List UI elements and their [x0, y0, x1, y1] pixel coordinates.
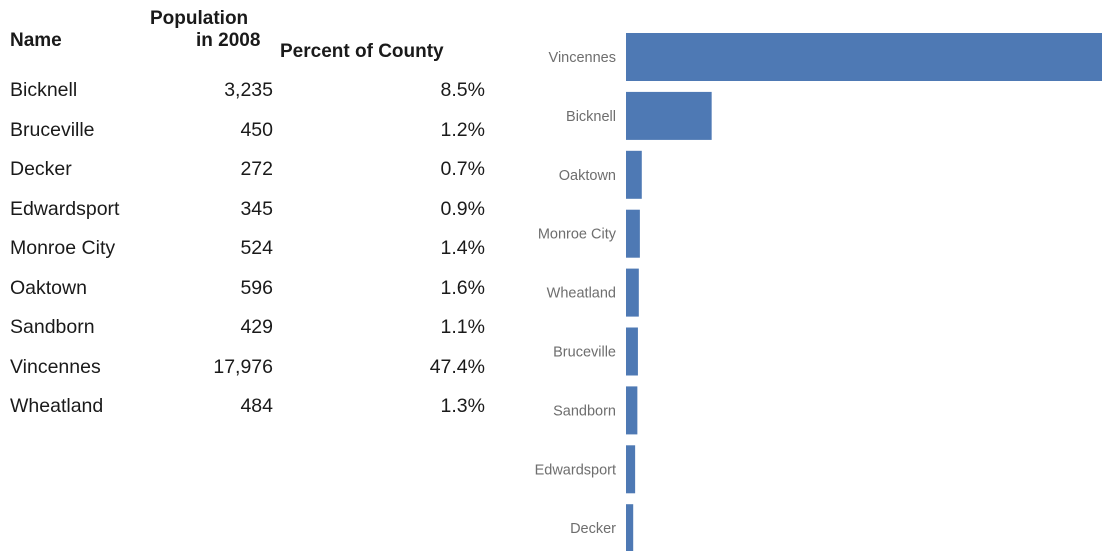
header-population: Population in 2008 [150, 8, 275, 52]
population-table: Name Population in 2008 Percent of Count… [0, 0, 500, 551]
cell-percent: 1.2% [440, 118, 485, 141]
cell-percent: 0.9% [440, 197, 485, 220]
cell-name: Sandborn [10, 316, 95, 338]
cell-population: 272 [240, 158, 273, 180]
cell-population: 17,976 [213, 355, 273, 378]
category-label: Oaktown [559, 168, 616, 184]
cell-population: 345 [240, 197, 273, 220]
table-row: Monroe City 524 1.4% [0, 233, 500, 273]
bar-monroe-city [626, 209, 640, 258]
header-population-line2: in 2008 [196, 30, 261, 51]
cell-name: Bruceville [10, 118, 95, 141]
cell-percent: 1.6% [440, 276, 485, 299]
bar-decker [626, 504, 634, 551]
table-row: Oaktown 596 1.6% [0, 273, 500, 313]
cell-name: Edwardsport [10, 197, 120, 220]
bar-wheatland [626, 268, 639, 317]
cell-name: Decker [10, 158, 72, 180]
cell-name: Monroe City [10, 237, 116, 259]
cell-population: 429 [240, 316, 273, 338]
header-name: Name [10, 30, 62, 51]
category-label: Vincennes [549, 50, 616, 66]
cell-name: Bicknell [10, 79, 78, 101]
bar-oaktown [626, 150, 642, 199]
cell-population: 484 [240, 395, 273, 417]
cell-population: 3,235 [224, 79, 273, 101]
category-label: Wheatland [547, 286, 616, 302]
cell-percent: 8.5% [440, 79, 485, 101]
table-row: Bruceville 450 1.2% [0, 115, 500, 155]
cell-name: Wheatland [10, 395, 104, 417]
population-bar-chart: Vincennes Bicknell Oaktown Monroe City Wheat… [500, 0, 1102, 551]
cell-percent: 1.3% [440, 395, 485, 417]
cell-population: 450 [240, 118, 273, 141]
category-label: Sandborn [553, 403, 616, 419]
header-population-line1: Population [150, 8, 249, 29]
bar-sandborn [626, 386, 638, 435]
cell-percent: 47.4% [429, 355, 485, 378]
table-row: Wheatland 484 1.3% [0, 391, 500, 431]
category-label: Edwardsport [535, 462, 616, 478]
cell-population: 524 [240, 237, 273, 259]
table-row: Decker 272 0.7% [0, 154, 500, 194]
cell-percent: 1.4% [440, 237, 485, 259]
table-row: Sandborn 429 1.1% [0, 312, 500, 352]
table-row: Bicknell 3,235 8.5% [0, 75, 500, 115]
bar-vincennes [626, 33, 1102, 81]
bar-chart-svg: Vincennes Bicknell Oaktown Monroe City Wheat… [535, 33, 1102, 551]
category-label: Monroe City [538, 227, 617, 243]
bar-bruceville [626, 327, 638, 376]
bar-edwardsport [626, 445, 636, 494]
cell-percent: 0.7% [440, 158, 485, 180]
table-row: Vincennes 17,976 47.4% [0, 352, 500, 392]
cell-population: 596 [240, 276, 273, 299]
category-label: Decker [570, 521, 616, 537]
cell-name: Vincennes [10, 355, 101, 378]
bar-bicknell [626, 91, 712, 140]
table-body: Bicknell 3,235 8.5% Bruceville 450 1.2% … [0, 75, 500, 431]
cell-percent: 1.1% [440, 316, 485, 338]
category-label: Bruceville [553, 345, 616, 361]
cell-name: Oaktown [10, 276, 87, 299]
table-row: Edwardsport 345 0.9% [0, 194, 500, 234]
header-percent: Percent of County [280, 41, 444, 62]
category-label: Bicknell [566, 109, 616, 125]
